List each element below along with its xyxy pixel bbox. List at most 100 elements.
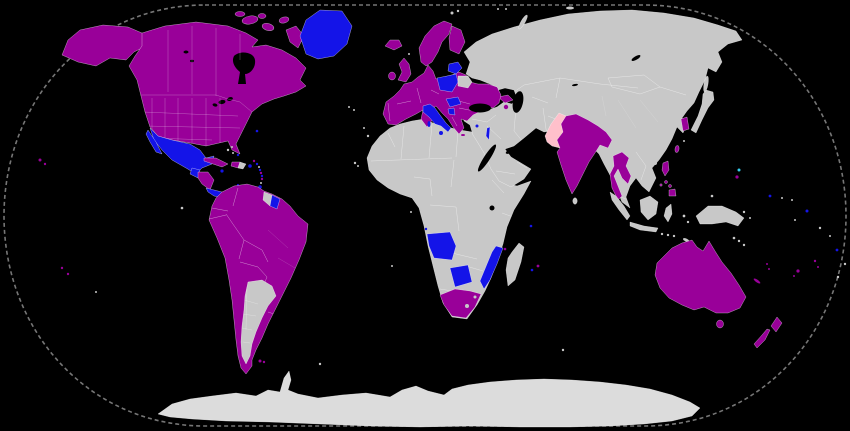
island-lesser-sunda	[672, 234, 676, 238]
island-dot	[791, 199, 793, 201]
island-jamaica	[220, 169, 224, 173]
region-cyprus	[475, 124, 479, 128]
island-baffin	[285, 25, 305, 49]
island-dot	[366, 134, 370, 138]
island-dot	[796, 269, 800, 273]
island-kerguelen	[561, 348, 565, 352]
island-dot	[232, 152, 234, 154]
island-galapagos	[180, 206, 184, 210]
island-dot	[737, 239, 741, 243]
island-visayas	[668, 184, 672, 188]
region-south-africa	[439, 288, 482, 319]
island-pitcairn	[95, 291, 97, 293]
region-eswatini	[473, 295, 477, 299]
island-puerto-rico	[248, 164, 252, 168]
region-philippines	[659, 160, 677, 197]
region-okinawa	[683, 140, 685, 142]
island-dot	[259, 171, 263, 175]
island-dot	[768, 268, 770, 270]
island-palawan	[659, 183, 663, 187]
island-dot	[357, 165, 359, 167]
region-estonia-latvia	[447, 61, 463, 75]
region-japan	[690, 89, 715, 134]
island-dot	[257, 13, 267, 19]
island-java	[629, 221, 659, 233]
region-serbia	[447, 107, 456, 116]
region-hungary	[445, 96, 462, 108]
island-turks-caicos	[236, 153, 240, 157]
region-australia	[654, 239, 747, 314]
region-new-zealand	[753, 316, 783, 349]
canada-province-borders	[167, 26, 241, 96]
island-new-caledonia	[753, 278, 761, 284]
hudson-bay	[232, 52, 256, 84]
island-carolines	[781, 197, 793, 201]
region-sri-lanka	[572, 197, 578, 205]
island-dot	[278, 16, 290, 24]
brazil-state-borders	[267, 229, 296, 269]
island-bermuda	[255, 129, 259, 133]
region-norway-sweden	[418, 20, 453, 67]
island-dot	[363, 127, 365, 129]
region-armenia	[503, 104, 509, 110]
island-sulawesi	[663, 203, 673, 223]
us-state-borders	[137, 94, 253, 146]
islands-antilles-purple	[252, 159, 264, 181]
island-marshall	[805, 209, 809, 213]
island-azores	[348, 106, 355, 111]
baltic-sea	[437, 54, 447, 70]
island-guam	[735, 175, 739, 179]
black-sea	[469, 103, 491, 113]
island-dot	[742, 210, 746, 214]
island-hawaii	[38, 158, 47, 166]
region-georgia	[497, 94, 514, 104]
great-lakes	[183, 50, 233, 107]
region-ireland	[388, 71, 396, 81]
island-tuvalu	[835, 248, 839, 252]
island-dot	[258, 166, 260, 168]
island-sicily	[439, 131, 443, 135]
lake	[227, 97, 233, 101]
island-vanuatu	[766, 263, 770, 270]
argentina-province-borders	[241, 285, 259, 344]
region-tasmania	[716, 319, 724, 329]
island-victoria	[241, 15, 259, 25]
island-bahamas	[226, 146, 234, 154]
island-comoros	[503, 247, 507, 251]
island-dot	[742, 243, 746, 247]
island-dot	[60, 266, 64, 270]
persian-gulf	[505, 146, 519, 154]
region-india	[556, 113, 613, 195]
region-iceland	[384, 39, 403, 51]
island-mauritius	[536, 264, 540, 268]
lake	[190, 59, 194, 63]
island-dot	[226, 148, 230, 152]
island-svalbard	[450, 8, 507, 15]
island-dot	[353, 109, 355, 111]
island-samoa	[843, 262, 847, 266]
island-cape-verde	[353, 161, 359, 167]
island-banks	[234, 11, 246, 17]
island-dot	[260, 174, 264, 178]
island-wallis-futuna	[813, 259, 819, 268]
lake	[183, 50, 189, 54]
region-suriname	[269, 194, 281, 210]
island-fiji	[793, 269, 800, 277]
island-falklands	[258, 359, 266, 364]
island-lesser-sunda	[666, 233, 670, 237]
region-south-america	[208, 183, 309, 375]
region-angola	[426, 231, 457, 261]
region-italy	[422, 103, 452, 133]
island-mindanao	[668, 188, 677, 197]
caspian-sea	[512, 91, 524, 113]
island-lesser-sunda	[660, 232, 664, 236]
island-dot	[749, 217, 751, 219]
island-dot	[43, 162, 47, 166]
island-dot	[66, 272, 70, 276]
island-dot	[38, 158, 42, 162]
island-french-polynesia	[60, 266, 70, 276]
projection-frame	[3, 4, 847, 427]
lake-baikal	[631, 55, 641, 61]
islands-antilles-blue	[255, 162, 264, 178]
